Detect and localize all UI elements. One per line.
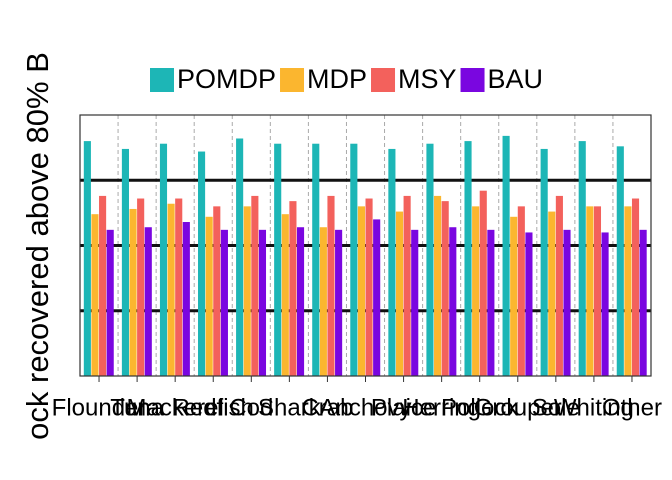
- x-tick-label: Tuna: [110, 394, 164, 421]
- x-tick-label: Crab: [301, 394, 353, 421]
- bar: [624, 206, 632, 376]
- x-tick-label: Pollock: [441, 394, 519, 421]
- bar: [274, 143, 282, 376]
- legend-swatch: [280, 68, 305, 92]
- bar: [213, 206, 221, 376]
- bar: [540, 148, 548, 376]
- bar: [517, 206, 525, 376]
- x-tick-label: Whiting: [554, 394, 634, 421]
- x-tick-label: Flounder: [52, 394, 147, 421]
- legend-label: POMDP: [177, 64, 276, 94]
- bar: [144, 227, 152, 376]
- bar: [464, 141, 472, 376]
- y-axis-label: ock recovered above 80% B: [20, 52, 55, 440]
- bar: [296, 227, 305, 376]
- bar: [357, 206, 365, 376]
- bar: [563, 229, 571, 376]
- x-tick-label: Herring: [402, 394, 481, 421]
- bar: [525, 232, 533, 376]
- bar: [548, 211, 556, 376]
- legend-swatch: [150, 68, 174, 92]
- bar: [593, 206, 602, 376]
- bar: [83, 141, 91, 376]
- legend-swatch: [460, 68, 485, 92]
- bar: [434, 195, 442, 376]
- bar: [487, 229, 495, 376]
- bar: [335, 229, 343, 376]
- x-tick-label: Sole: [532, 394, 580, 421]
- bar: [403, 195, 411, 376]
- bar: [616, 146, 624, 376]
- bar: [137, 198, 145, 376]
- bar: [426, 143, 434, 376]
- bar: [182, 222, 190, 376]
- bar: [106, 229, 114, 376]
- bar: [236, 138, 244, 376]
- bar: [441, 201, 449, 376]
- bar: [198, 151, 206, 376]
- legend-swatch: [371, 68, 396, 92]
- legend-label: BAU: [488, 64, 544, 94]
- x-tick-label: Anchovy: [319, 394, 411, 421]
- legend-label: MDP: [307, 64, 367, 94]
- x-tick-label: Mackerel: [126, 394, 223, 421]
- bar: [312, 143, 320, 376]
- x-tick-label: Shark: [258, 394, 322, 421]
- bar: [472, 206, 480, 376]
- bar: [578, 141, 586, 376]
- bar: [586, 206, 594, 376]
- bar: [601, 232, 609, 376]
- bar: [350, 143, 358, 376]
- legend-label: MSY: [398, 64, 457, 94]
- bar: [91, 214, 99, 376]
- bar: [639, 229, 647, 376]
- bar: [365, 198, 373, 376]
- bar: [319, 227, 327, 376]
- bar: [555, 195, 563, 376]
- bar: [631, 198, 640, 376]
- bar: [395, 211, 404, 376]
- x-tick-label: Cod: [229, 394, 273, 421]
- bar: [129, 208, 137, 376]
- x-tick-label: Grouper: [474, 394, 562, 421]
- bar: [251, 195, 259, 376]
- bar: [479, 190, 487, 376]
- bar: [373, 219, 381, 376]
- bar: [243, 206, 251, 376]
- x-tick-label: Plaice: [371, 394, 436, 421]
- bar: [327, 195, 335, 376]
- plot-border: [79, 114, 652, 377]
- bar: [449, 227, 457, 376]
- bar: [258, 229, 267, 376]
- bar: [502, 135, 510, 376]
- bar: [121, 148, 129, 376]
- bar: [510, 216, 518, 376]
- bar: [99, 195, 107, 376]
- bar: [159, 143, 168, 376]
- bar: [167, 203, 175, 376]
- bar: [411, 229, 419, 376]
- bar: [289, 201, 297, 376]
- bar: [205, 216, 213, 376]
- x-tick-label: Redfish: [173, 394, 254, 421]
- x-tick-label: Other: [602, 394, 662, 421]
- bar: [388, 148, 396, 376]
- bar: [175, 198, 183, 376]
- bar: [220, 229, 228, 376]
- bar: [281, 214, 289, 376]
